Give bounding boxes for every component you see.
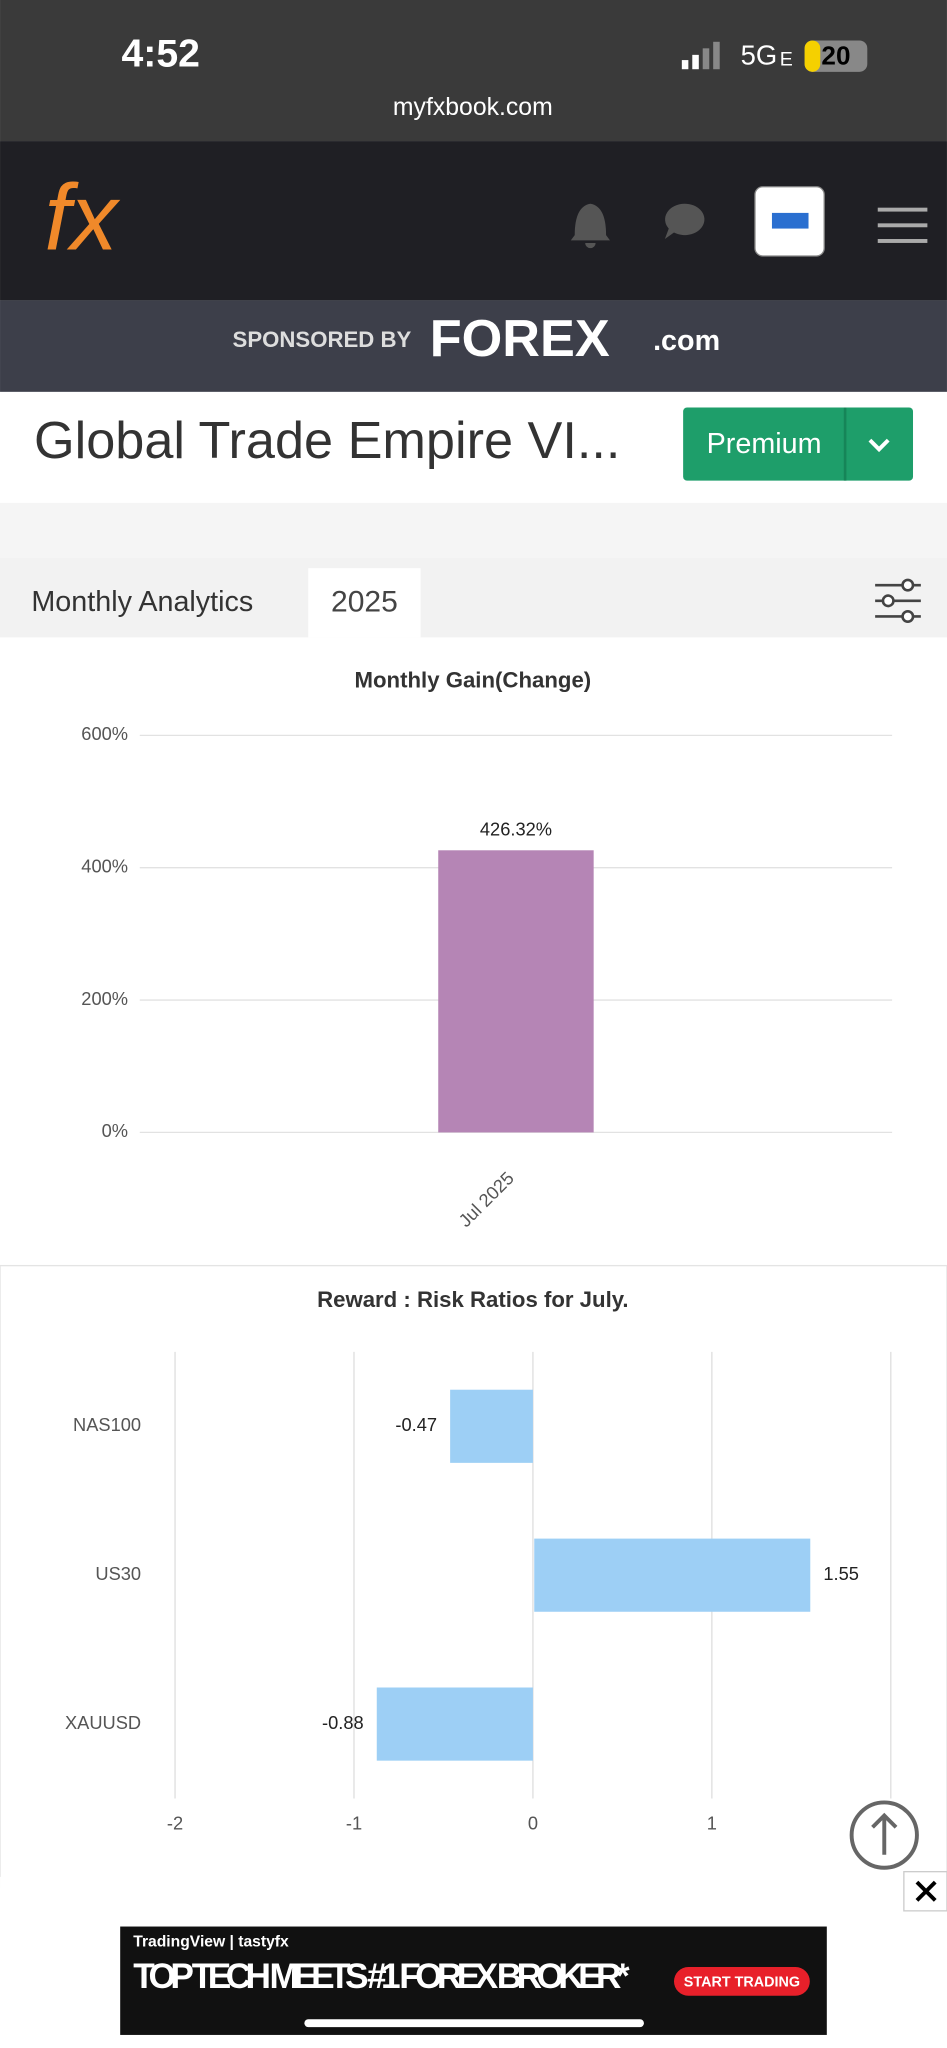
- ad-brands: TradingView | tastyfx: [133, 1933, 289, 1950]
- battery-level: [804, 40, 821, 72]
- charts: 0%200%400%600%426.32%Jul 2025-2-1012NAS1…: [65, 723, 896, 1833]
- page-title: Global Trade Empire VI...: [34, 412, 620, 470]
- bar: [376, 1687, 533, 1761]
- network-type: E: [780, 48, 793, 70]
- x-tick-label: Jul 2025: [454, 1167, 518, 1231]
- status-bar: [0, 0, 947, 142]
- sponsor-brand[interactable]: FOREX: [430, 310, 610, 368]
- y-tick-label: NAS100: [73, 1414, 141, 1435]
- ad-cta: START TRADING: [684, 1974, 800, 1990]
- premium-button[interactable]: [683, 407, 914, 481]
- premium-label: Premium: [707, 428, 822, 460]
- year-label: 2025: [331, 585, 398, 618]
- sponsor-bar: [0, 300, 947, 392]
- close-icon: [915, 1880, 937, 1902]
- x-tick-label: -2: [167, 1812, 183, 1833]
- menu-icon[interactable]: [877, 207, 928, 243]
- dropdown-icon[interactable]: [868, 438, 890, 453]
- x-tick-label: 1: [707, 1812, 717, 1833]
- y-tick-label: XAUUSD: [65, 1712, 141, 1733]
- x-tick-label: -1: [346, 1812, 362, 1833]
- tab-bar: [0, 557, 947, 638]
- value-label: -0.47: [395, 1414, 437, 1435]
- divider: [0, 502, 947, 558]
- y-tick-label: US30: [95, 1563, 141, 1584]
- battery: 20: [821, 40, 850, 70]
- ad-headline: TOP TECH MEETS #1 FOREX BROKER*: [133, 1957, 630, 1996]
- chat-icon[interactable]: [664, 203, 705, 240]
- signal: [681, 41, 720, 70]
- y-tick-label: 200%: [81, 988, 128, 1009]
- y-tick-label: 400%: [81, 856, 128, 877]
- network: 5G: [741, 40, 778, 71]
- year-tab[interactable]: [308, 568, 421, 638]
- value-label: 1.55: [823, 1563, 859, 1584]
- bar: [534, 1538, 811, 1612]
- x-tick-label: 0: [528, 1812, 538, 1833]
- section-tab[interactable]: Monthly Analytics: [31, 586, 253, 618]
- ad-cta-button[interactable]: [673, 1967, 810, 1996]
- chart-title: Reward : Risk Ratios for July.: [317, 1287, 629, 1312]
- chart-title: Monthly Gain(Change): [355, 668, 592, 693]
- value-label: -0.88: [322, 1712, 364, 1733]
- bell-icon[interactable]: [570, 203, 610, 249]
- sponsor-label: SPONSORED BY: [233, 327, 412, 352]
- bar: [450, 1389, 533, 1463]
- filter-icon[interactable]: [875, 578, 921, 624]
- bar: [438, 850, 594, 1133]
- logo[interactable]: fx: [44, 164, 120, 269]
- avatar-image: [771, 212, 809, 229]
- value-label: 426.32%: [480, 819, 552, 840]
- home-indicator: [304, 2019, 644, 2028]
- url: myfxbook.com: [393, 94, 553, 121]
- sponsor-suffix: .com: [653, 325, 720, 357]
- time: 4:52: [122, 33, 200, 76]
- y-tick-label: 600%: [81, 723, 128, 744]
- scroll-top-icon: [871, 1812, 898, 1855]
- y-tick-label: 0%: [102, 1120, 128, 1141]
